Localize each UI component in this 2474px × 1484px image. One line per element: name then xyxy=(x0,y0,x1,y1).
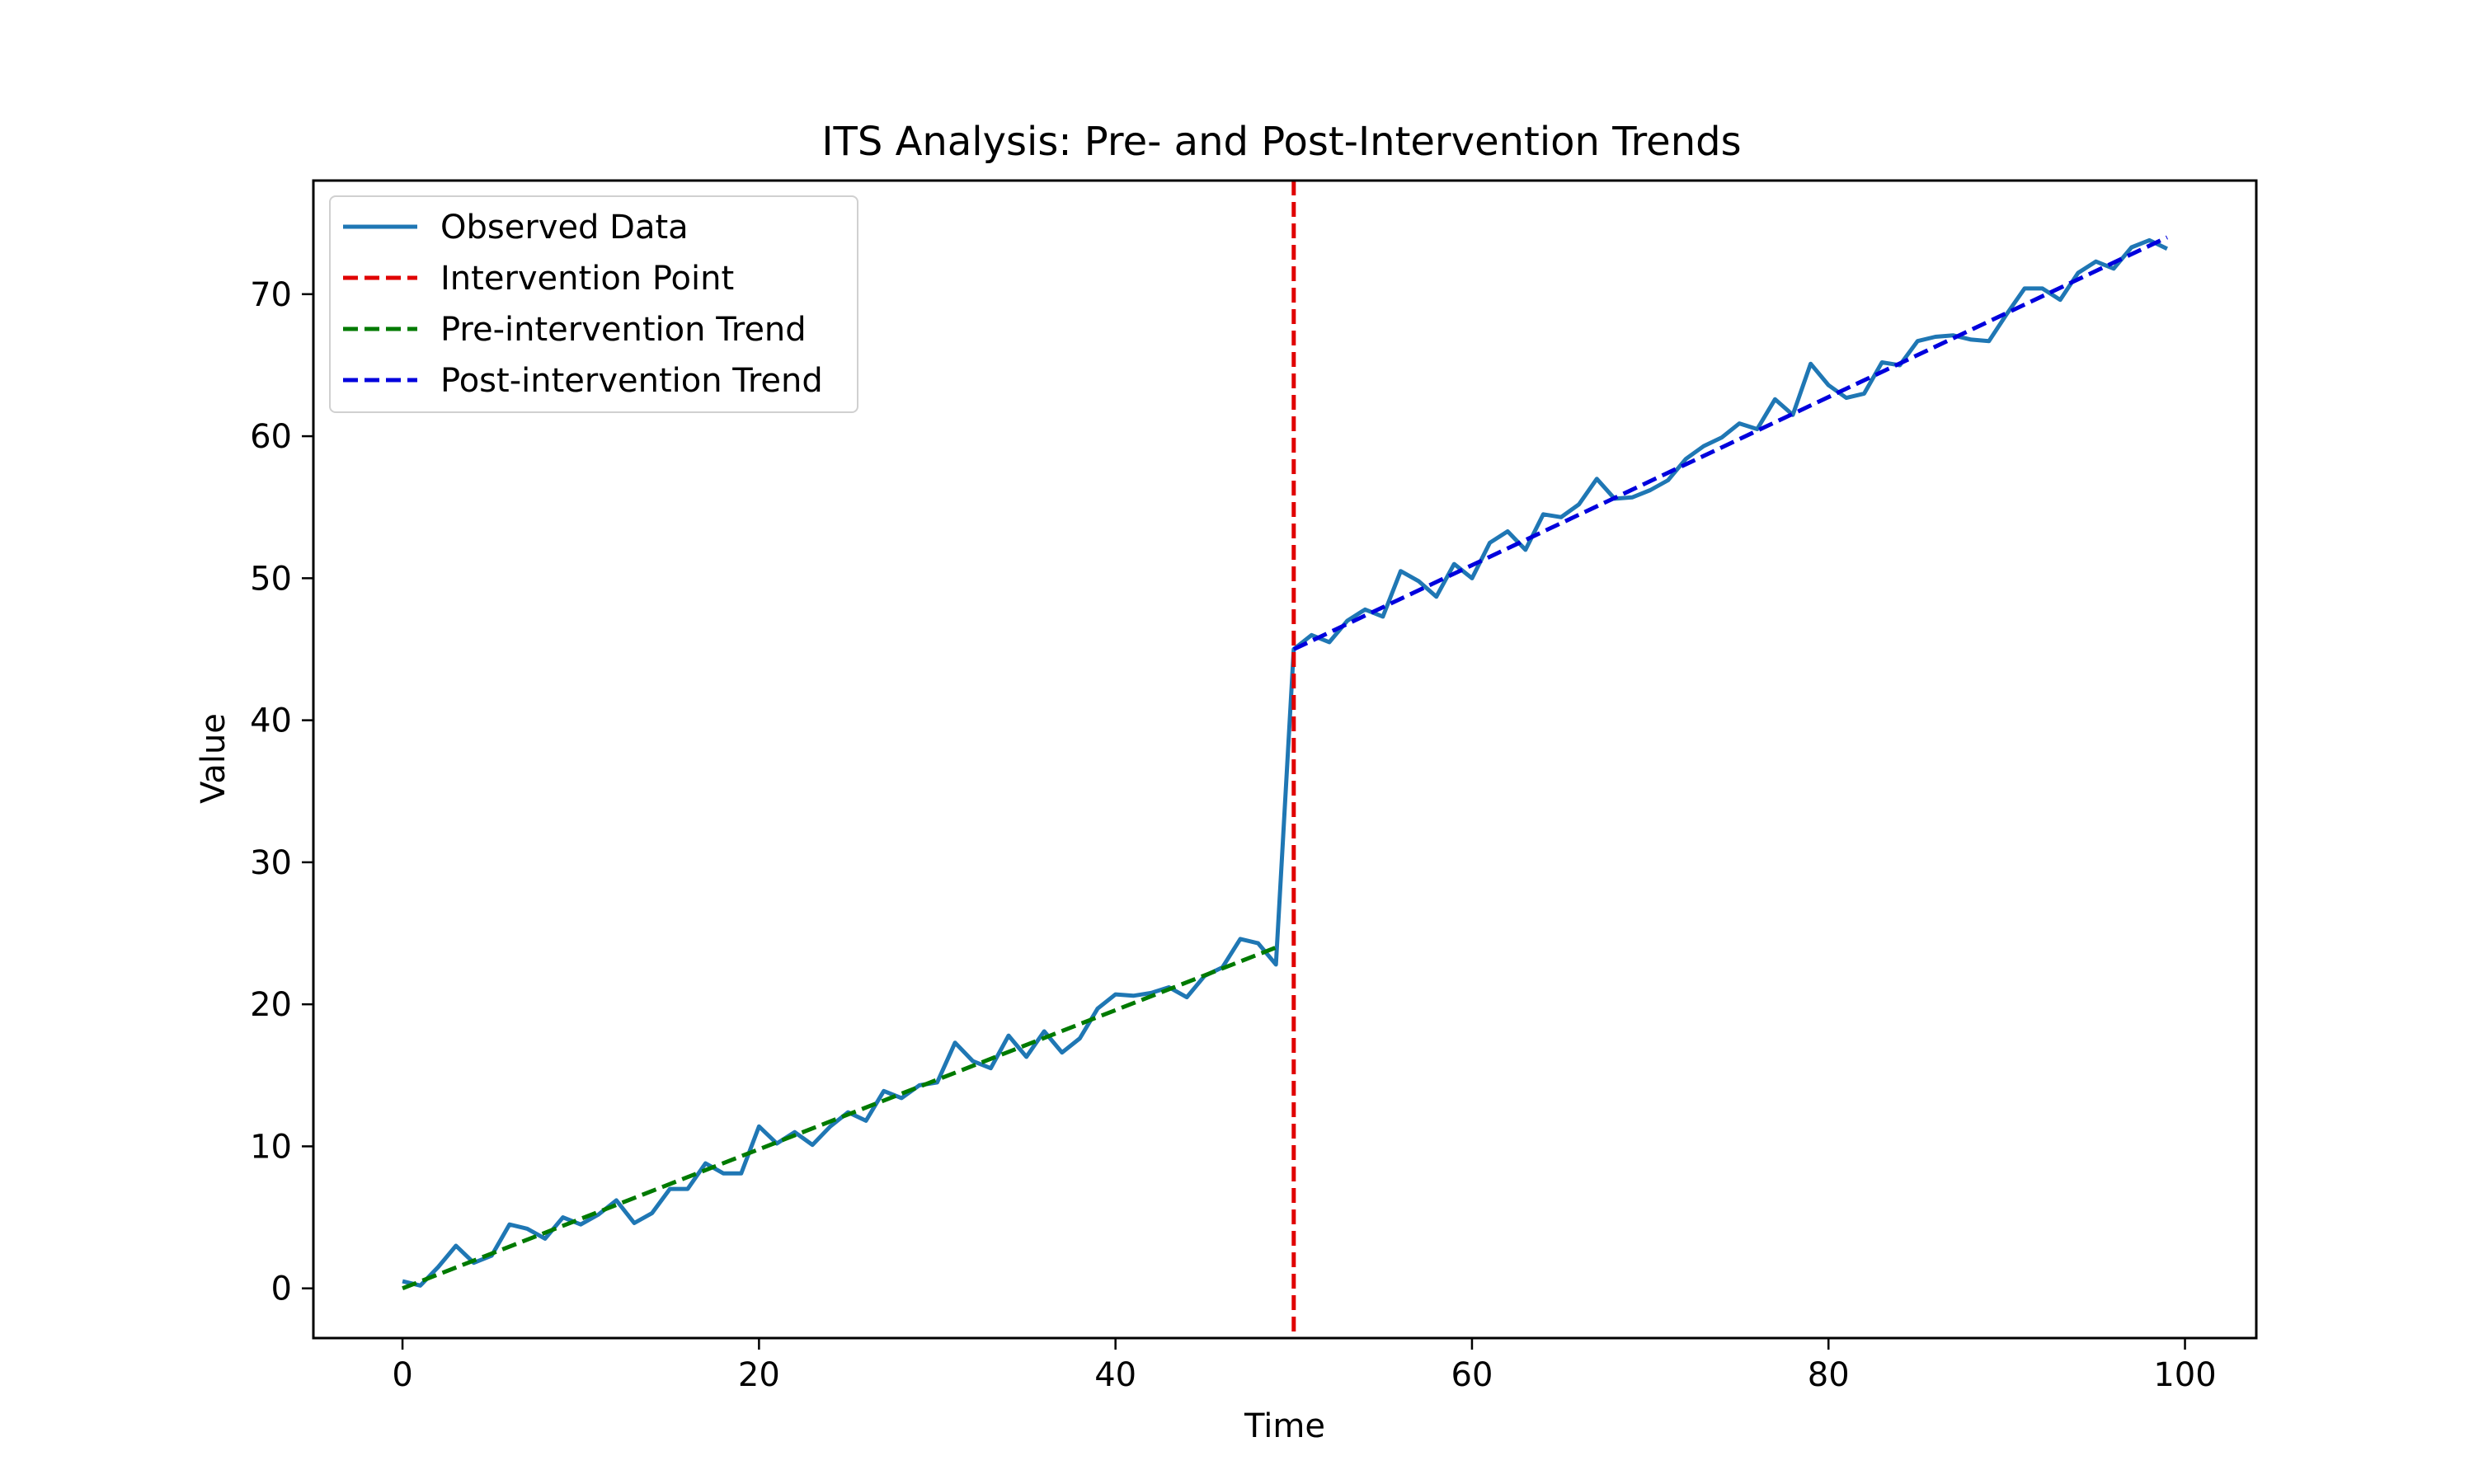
chart-title: ITS Analysis: Pre- and Post-Intervention… xyxy=(821,119,1741,165)
x-tick-label: 20 xyxy=(738,1356,780,1394)
y-axis-label: Value xyxy=(195,713,233,804)
legend: Observed Data Intervention Point Pre-inter… xyxy=(329,195,858,413)
observed-data-line xyxy=(402,237,2168,1288)
x-tick-label: 100 xyxy=(2153,1356,2216,1394)
legend-box xyxy=(329,195,858,413)
y-tick-label: 0 xyxy=(271,1270,292,1308)
legend-label: Pre-intervention Trend xyxy=(440,311,807,349)
pre-intervention-trend-line xyxy=(402,945,1277,1291)
x-tick-label: 0 xyxy=(392,1356,412,1394)
y-tick-label: 60 xyxy=(250,418,292,456)
y-tick-label: 40 xyxy=(250,702,292,740)
ticks-layer: 0 20 40 60 80 100 0 10 20 30 40 50 60 70 xyxy=(250,276,2217,1394)
legend-label: Observed Data xyxy=(440,209,689,247)
y-tick-label: 10 xyxy=(250,1128,292,1166)
x-axis-label: Time xyxy=(1244,1407,1325,1445)
legend-label: Post-intervention Trend xyxy=(440,362,823,400)
legend-label: Intervention Point xyxy=(440,260,734,298)
x-tick-label: 40 xyxy=(1094,1356,1136,1394)
y-tick-label: 20 xyxy=(250,986,292,1024)
y-tick-label: 70 xyxy=(250,276,292,314)
x-tick-label: 80 xyxy=(1808,1356,1850,1394)
plot-layer xyxy=(402,181,2168,1338)
plot-frame xyxy=(312,179,2258,1340)
post-intervention-trend-line xyxy=(1292,235,2168,651)
x-tick-label: 60 xyxy=(1451,1356,1493,1394)
y-tick-label: 30 xyxy=(250,844,292,882)
y-tick-label: 50 xyxy=(250,560,292,598)
